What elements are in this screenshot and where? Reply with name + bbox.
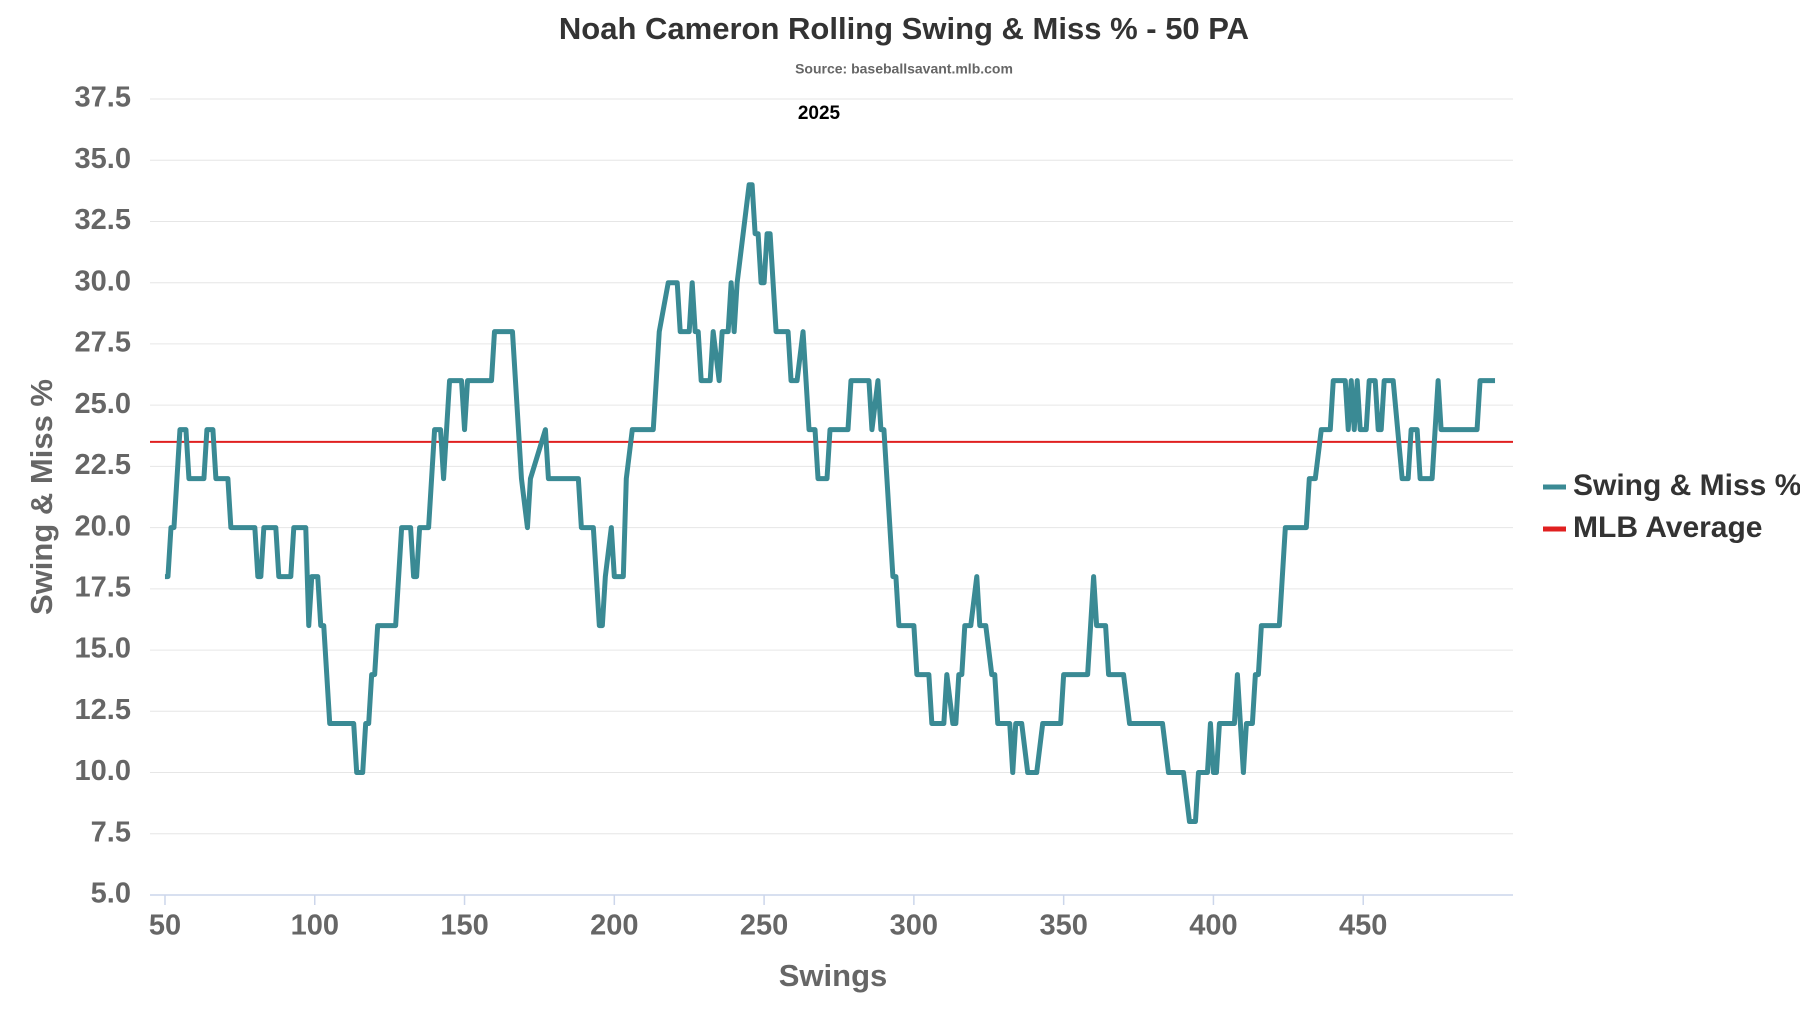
y-tick-label: 25.0 bbox=[75, 388, 131, 420]
x-tick-label: 450 bbox=[1339, 910, 1387, 942]
x-tick-label: 150 bbox=[440, 910, 488, 942]
y-axis-title: Swing & Miss % bbox=[24, 379, 59, 615]
y-tick-label: 15.0 bbox=[75, 633, 131, 665]
x-tick-label: 350 bbox=[1039, 910, 1087, 942]
x-tick-label: 400 bbox=[1189, 910, 1237, 942]
x-axis-title: Swings bbox=[779, 958, 888, 993]
y-tick-label: 12.5 bbox=[75, 694, 131, 726]
legend-label: Swing & Miss % bbox=[1573, 469, 1800, 502]
x-tick-label: 100 bbox=[291, 910, 339, 942]
line-series bbox=[164, 182, 1496, 825]
y-tick-label: 22.5 bbox=[75, 449, 131, 481]
y-tick-label: 27.5 bbox=[75, 327, 131, 359]
y-tick-label: 7.5 bbox=[91, 816, 131, 848]
y-tick-label: 32.5 bbox=[75, 204, 131, 236]
x-tick-label: 50 bbox=[149, 910, 181, 942]
x-tick-label: 300 bbox=[890, 910, 938, 942]
y-tick-label: 10.0 bbox=[75, 755, 131, 787]
x-tick-label: 200 bbox=[590, 910, 638, 942]
y-tick-label: 5.0 bbox=[91, 878, 131, 910]
y-tick-label: 17.5 bbox=[75, 572, 131, 604]
annotation: 2025 bbox=[798, 103, 841, 124]
y-tick-label: 30.0 bbox=[75, 265, 131, 297]
chart-subtitle: Source: baseballsavant.mlb.com bbox=[795, 61, 1013, 77]
y-tick-label: 35.0 bbox=[75, 143, 131, 175]
y-tick-label: 20.0 bbox=[75, 510, 131, 542]
legend-label: MLB Average bbox=[1573, 511, 1763, 544]
chart-title: Noah Cameron Rolling Swing & Miss % - 50… bbox=[559, 11, 1249, 46]
x-tick-label: 250 bbox=[740, 910, 788, 942]
y-tick-label: 37.5 bbox=[75, 82, 131, 114]
